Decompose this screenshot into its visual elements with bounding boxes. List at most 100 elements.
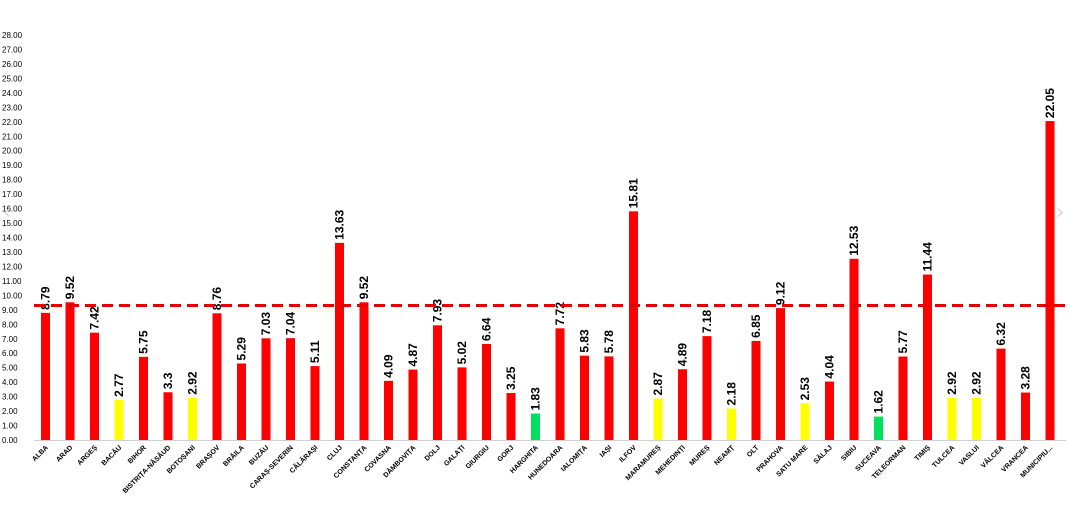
x-tick-label: BRAȘOV [195, 444, 221, 470]
bar [604, 356, 614, 440]
y-tick-label: 19.00 [2, 161, 23, 170]
y-tick-label: 24.00 [2, 89, 23, 98]
data-label: 3.28 [1019, 366, 1033, 390]
bar [776, 308, 785, 440]
data-label: 4.04 [823, 355, 837, 379]
y-tick-label: 0.00 [2, 436, 18, 445]
x-tick-label: SĂLAJ [811, 443, 834, 466]
x-tick-label: TULCEA [931, 444, 956, 469]
bar [751, 340, 761, 440]
x-tick-label: MUREȘ [689, 444, 712, 467]
bar [41, 312, 50, 440]
y-tick-label: 27.00 [2, 45, 23, 54]
x-tick-label: CARAȘ-SEVERIN [249, 444, 295, 490]
bar [408, 369, 418, 440]
x-tick-label: SIBIU [840, 444, 858, 462]
bar [433, 325, 442, 440]
data-label: 1.62 [872, 390, 886, 414]
data-label: 15.81 [627, 178, 641, 208]
bar [139, 356, 148, 440]
y-tick-label: 11.00 [2, 277, 22, 286]
x-tick-label: VÂLCEA [979, 443, 1006, 470]
bars-group [41, 121, 1055, 440]
x-tick-label: VASLUI [958, 444, 981, 467]
data-label: 3.25 [504, 366, 518, 390]
y-tick-label: 21.00 [2, 132, 23, 141]
x-tick-label: IAȘI [599, 444, 614, 459]
bar [825, 381, 834, 440]
data-label: 13.63 [333, 209, 347, 239]
data-label: 7.03 [259, 312, 273, 336]
y-tick-label: 6.00 [2, 349, 18, 358]
y-tick-label: 3.00 [2, 393, 18, 402]
data-label: 9.52 [357, 276, 371, 300]
bar [1021, 392, 1030, 440]
y-tick-label: 14.00 [2, 234, 23, 243]
x-tick-label: OLT [746, 444, 761, 459]
data-label: 5.02 [455, 341, 469, 365]
bar [702, 336, 712, 440]
data-label: 22.05 [1043, 88, 1057, 118]
x-axis: ALBA ARAD ARGEȘ BACĂU BIHORBISTRIȚA-NĂSĂUDBO… [31, 440, 1066, 495]
bar [335, 242, 344, 440]
y-tick-label: 25.00 [2, 74, 23, 83]
y-tick-label: 5.00 [2, 364, 18, 373]
data-label: 9.12 [774, 281, 788, 305]
bar [580, 355, 589, 440]
y-tick-label: 13.00 [2, 248, 23, 257]
data-label: 2.92 [970, 371, 984, 395]
x-tick-label: ILFOV [618, 444, 638, 464]
x-tick-label: GALAȚI [443, 444, 466, 467]
data-label: 7.42 [88, 306, 102, 330]
x-tick-label: DOLJ [424, 444, 442, 462]
data-label: 2.77 [112, 373, 126, 397]
data-label: 8.79 [39, 286, 53, 310]
data-label: 2.53 [798, 377, 812, 401]
data-label: 2.18 [725, 382, 739, 406]
bar [457, 367, 467, 440]
chevron-right-icon[interactable]: › [1055, 200, 1065, 225]
bar [653, 398, 663, 440]
bar [188, 397, 197, 440]
bar [90, 332, 99, 440]
data-label: 11.44 [921, 242, 935, 272]
bar [482, 343, 491, 440]
y-tick-label: 16.00 [2, 205, 23, 214]
y-tick-label: 7.00 [2, 335, 18, 344]
bar [114, 399, 124, 440]
bar [261, 338, 271, 440]
y-tick-label: 4.00 [2, 378, 18, 387]
data-label: 2.92 [186, 371, 200, 395]
bar [898, 356, 908, 440]
chevron-left-icon[interactable]: ‹ [2, 200, 12, 225]
bar [237, 363, 246, 440]
bar [874, 416, 883, 440]
data-label: 7.93 [431, 299, 445, 323]
x-tick-label: GORJ [496, 444, 515, 463]
y-tick-label: 23.00 [2, 103, 23, 112]
data-label: 2.87 [651, 372, 665, 396]
x-tick-label: BIHOR [127, 444, 148, 465]
data-label: 6.85 [749, 314, 763, 338]
x-tick-label: BUZĂU [247, 443, 271, 467]
data-label: 2.92 [945, 371, 959, 395]
data-label: 7.72 [553, 302, 567, 326]
value-labels-group: 8.79 9.527.422.775.753.3 2.928.765.297.03 7… [39, 88, 1058, 414]
data-label: 5.77 [896, 330, 910, 354]
data-label: 5.83 [578, 329, 592, 353]
x-tick-label: BRĂILA [221, 443, 246, 468]
y-tick-label: 20.00 [2, 147, 23, 156]
data-label: 5.75 [137, 330, 151, 354]
data-label: 6.64 [480, 317, 494, 341]
x-tick-label: CLUJ [326, 444, 344, 462]
data-label: 1.83 [529, 387, 543, 411]
x-tick-label: NEAMȚ [713, 444, 736, 467]
bar [506, 392, 516, 440]
x-tick-label: ARAD [55, 444, 74, 463]
bar [629, 211, 638, 440]
y-tick-label: 8.00 [2, 320, 18, 329]
y-tick-label: 9.00 [2, 306, 18, 315]
y-tick-label: 12.00 [2, 262, 23, 271]
bar [996, 348, 1006, 440]
bar [212, 313, 222, 440]
